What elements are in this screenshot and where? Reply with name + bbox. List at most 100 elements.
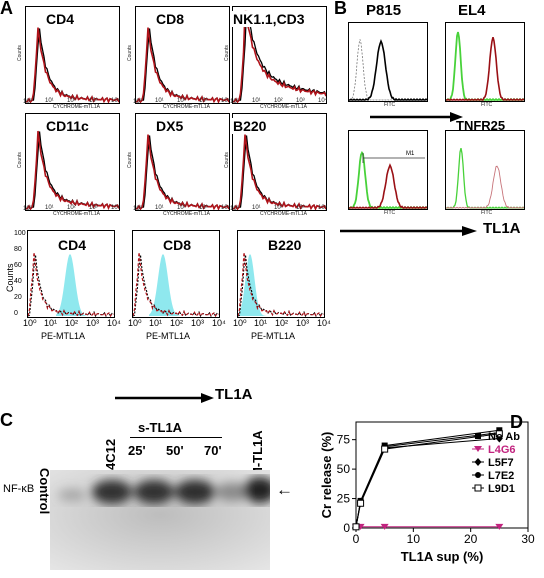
x-tick-label: 30	[521, 532, 535, 546]
tl1a-curve	[136, 134, 229, 210]
histogram-x-axis-label: FITC	[384, 210, 396, 216]
tl1a-filled-curve	[149, 254, 185, 316]
series-line	[355, 433, 500, 527]
x-tick-label: 10²	[170, 318, 184, 328]
histogram-y-axis-label: Counts	[224, 45, 230, 61]
histogram-x-axis-label: FITC	[481, 102, 493, 108]
data-point	[352, 523, 360, 531]
x-tick-label: 10²	[274, 205, 283, 211]
y-tick-label: 60	[14, 262, 22, 269]
y-tick-label: 80	[14, 246, 22, 253]
y-axis-label: Cr release (%)	[319, 432, 334, 519]
y-tick-label: 0	[343, 521, 350, 535]
x-tick-label: 10³	[86, 318, 100, 328]
x-tick-label: 10²	[67, 205, 76, 211]
time-label-70: 70'	[204, 443, 222, 458]
histogram-y-axis-label: Counts	[17, 45, 23, 61]
histogram-p815-tl1a: M1	[348, 130, 428, 210]
x-tick-label: 10¹	[45, 98, 54, 104]
histogram-curve	[349, 39, 427, 101]
x-tick-label: 10²	[65, 318, 79, 328]
legend-label: L4G6	[488, 444, 516, 456]
data-point	[495, 523, 504, 530]
band-25	[134, 480, 174, 504]
control-curve	[28, 252, 114, 317]
x-tick-label: 10³	[296, 318, 310, 328]
panel-a-arrow	[115, 391, 215, 403]
histogram-x-axis-label: FITC	[384, 102, 396, 108]
tl1a-curve	[26, 27, 119, 103]
histogram-marker-label: CD8	[162, 237, 193, 253]
control-curve	[238, 252, 324, 317]
histogram-y-axis-label: Counts	[17, 152, 23, 168]
histogram-x-axis-label: CYCHROME-mTL1A	[53, 211, 100, 217]
histogram-curve	[349, 163, 427, 209]
panel-a-tl1a-label: TL1A	[215, 386, 253, 403]
y-tick-label: 0	[14, 310, 18, 317]
histogram-y-axis-label: Counts	[127, 45, 133, 61]
x-tick-label: 10⁰	[128, 318, 142, 328]
y-tick-label: 40	[14, 278, 22, 285]
nfkb-label: NF-κB	[3, 483, 35, 495]
y-tick-label: 25	[337, 492, 351, 506]
panel-b-tnfr25-label: TNFR25	[456, 118, 506, 133]
y-tick-label: 100	[14, 230, 26, 237]
x-tick-label: 10³	[199, 98, 208, 104]
histogram-x-axis-label: CYCHROME-mTL1A	[260, 104, 307, 110]
series-line	[355, 438, 500, 527]
tl1a-curve	[26, 130, 119, 210]
x-tick-label: 10²	[177, 98, 186, 104]
x-tick-label: 10⁴	[221, 205, 231, 211]
x-tick-label: 10¹	[252, 205, 261, 211]
histogram-marker-label: NK1.1,CD3	[232, 11, 306, 27]
histogram-x-axis-label: PE-MTL1A	[251, 331, 296, 341]
histogram-curve	[446, 165, 524, 209]
panel-b-arrow-tl1a	[340, 224, 480, 236]
x-tick-label: 10²	[275, 318, 289, 328]
panel-c-letter: C	[0, 410, 13, 430]
histogram-el4-tl1a	[445, 130, 525, 210]
histogram-marker-label: B220	[232, 118, 268, 134]
data-point	[474, 458, 482, 466]
data-point	[474, 446, 482, 452]
band-4c12	[92, 480, 132, 504]
x-tick-label: 10⁴	[212, 318, 226, 328]
data-point	[357, 499, 365, 507]
tl1a-curve	[136, 27, 229, 103]
x-tick-label: 10¹	[155, 98, 164, 104]
gate-label: M1	[406, 151, 415, 157]
x-tick-label: 10¹	[155, 205, 164, 211]
isotype-curve	[133, 254, 219, 317]
gel-image	[50, 470, 276, 570]
histogram-curve	[446, 147, 524, 209]
band-m-tl1a	[244, 477, 276, 503]
plot-frame	[355, 421, 529, 529]
histogram-curve	[349, 38, 427, 101]
histogram-marker-label: CD11c	[45, 118, 90, 134]
lane-label-4c12: 4C12	[103, 438, 118, 470]
x-tick-label: 10⁴	[317, 318, 331, 328]
data-point	[474, 484, 482, 492]
histogram-marker-label: B220	[267, 237, 303, 253]
panel-b-title-el4: EL4	[458, 2, 486, 19]
x-tick-label: 10¹	[149, 318, 163, 328]
time-label-25: 25'	[128, 443, 146, 458]
x-tick-label: 10⁰	[133, 206, 143, 212]
group-underline	[130, 437, 222, 438]
histogram-plot	[237, 230, 325, 318]
x-tick-label: 10⁰	[230, 206, 240, 212]
x-tick-label: 10⁴	[318, 98, 328, 104]
x-tick-label: 10²	[274, 98, 283, 104]
x-tick-label: 10⁰	[230, 99, 240, 105]
legend-label: No Ab	[488, 431, 520, 443]
histogram-x-axis-label: PE-MTL1A	[41, 331, 86, 341]
band-control	[58, 489, 86, 501]
x-tick-label: 10¹	[45, 205, 54, 211]
tl1a-filled-curve	[238, 254, 272, 316]
tl1a-curve	[233, 134, 326, 210]
x-axis-label: TL1A sup (%)	[401, 549, 484, 564]
histogram-x-axis-label: CYCHROME-mTL1A	[260, 211, 307, 217]
data-point	[495, 430, 503, 438]
x-tick-label: 10⁰	[23, 99, 33, 105]
data-point	[475, 472, 481, 478]
